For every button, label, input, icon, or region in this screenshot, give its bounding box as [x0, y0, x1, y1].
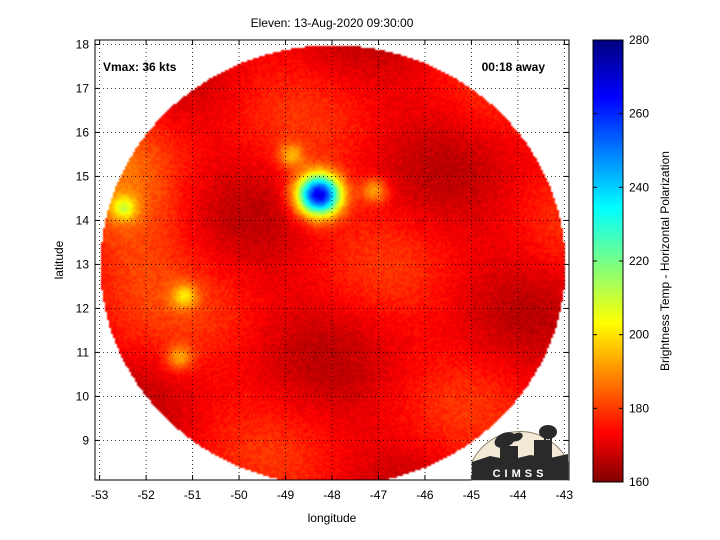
- x-tick-label: -53: [91, 488, 109, 502]
- x-tick-label: -43: [556, 488, 574, 502]
- axis-ticks: -53 -52 -51 -50 -49 -48 -47 -46 -45 -44 -43 9 10 11 12…: [76, 37, 574, 502]
- cimss-logo: CIMSS: [471, 425, 569, 481]
- colorbar-tick-label: 200: [629, 328, 649, 342]
- colorbar-tick-label: 260: [629, 107, 649, 121]
- vmax-annotation: Vmax: 36 kts: [103, 60, 177, 74]
- colorbar: [592, 39, 624, 483]
- x-tick-label: -50: [230, 488, 248, 502]
- colorbar-ticks: 160 180 200 220 240 260 280: [593, 33, 649, 489]
- x-tick-label: -47: [370, 488, 388, 502]
- x-tick-label: -44: [509, 488, 527, 502]
- colorbar-tick-label: 160: [629, 475, 649, 489]
- x-axis-label: longitude: [308, 511, 357, 525]
- tower-icon: [539, 425, 557, 439]
- colorbar-tick-label: 240: [629, 180, 649, 194]
- time-away-annotation: 00:18 away: [482, 60, 546, 74]
- logo-text: CIMSS: [493, 468, 548, 480]
- y-tick-label: 9: [82, 433, 89, 447]
- y-tick-label: 13: [76, 257, 90, 271]
- y-tick-label: 17: [76, 81, 90, 95]
- x-tick-label: -52: [137, 488, 155, 502]
- y-tick-label: 14: [76, 213, 90, 227]
- x-tick-label: -46: [416, 488, 434, 502]
- colorbar-label: Brightness Temp - Horizontal Polarizatio…: [658, 151, 672, 371]
- x-tick-label: -51: [184, 488, 202, 502]
- colorbar-tick-label: 220: [629, 254, 649, 268]
- x-tick-label: -49: [277, 488, 295, 502]
- y-tick-label: 12: [76, 301, 90, 315]
- x-tick-label: -48: [323, 488, 341, 502]
- colorbar-tick-label: 280: [629, 33, 649, 47]
- colorbar-tick-label: 180: [629, 401, 649, 415]
- x-tick-label: -45: [463, 488, 481, 502]
- y-tick-label: 16: [76, 125, 90, 139]
- y-tick-label: 18: [76, 37, 90, 51]
- y-axis-label: latitude: [52, 240, 66, 279]
- y-tick-label: 11: [77, 345, 90, 359]
- y-tick-label: 15: [76, 169, 90, 183]
- chart-title: Eleven: 13-Aug-2020 09:30:00: [251, 16, 414, 30]
- y-tick-label: 10: [76, 389, 90, 403]
- dish-icon: [494, 432, 516, 448]
